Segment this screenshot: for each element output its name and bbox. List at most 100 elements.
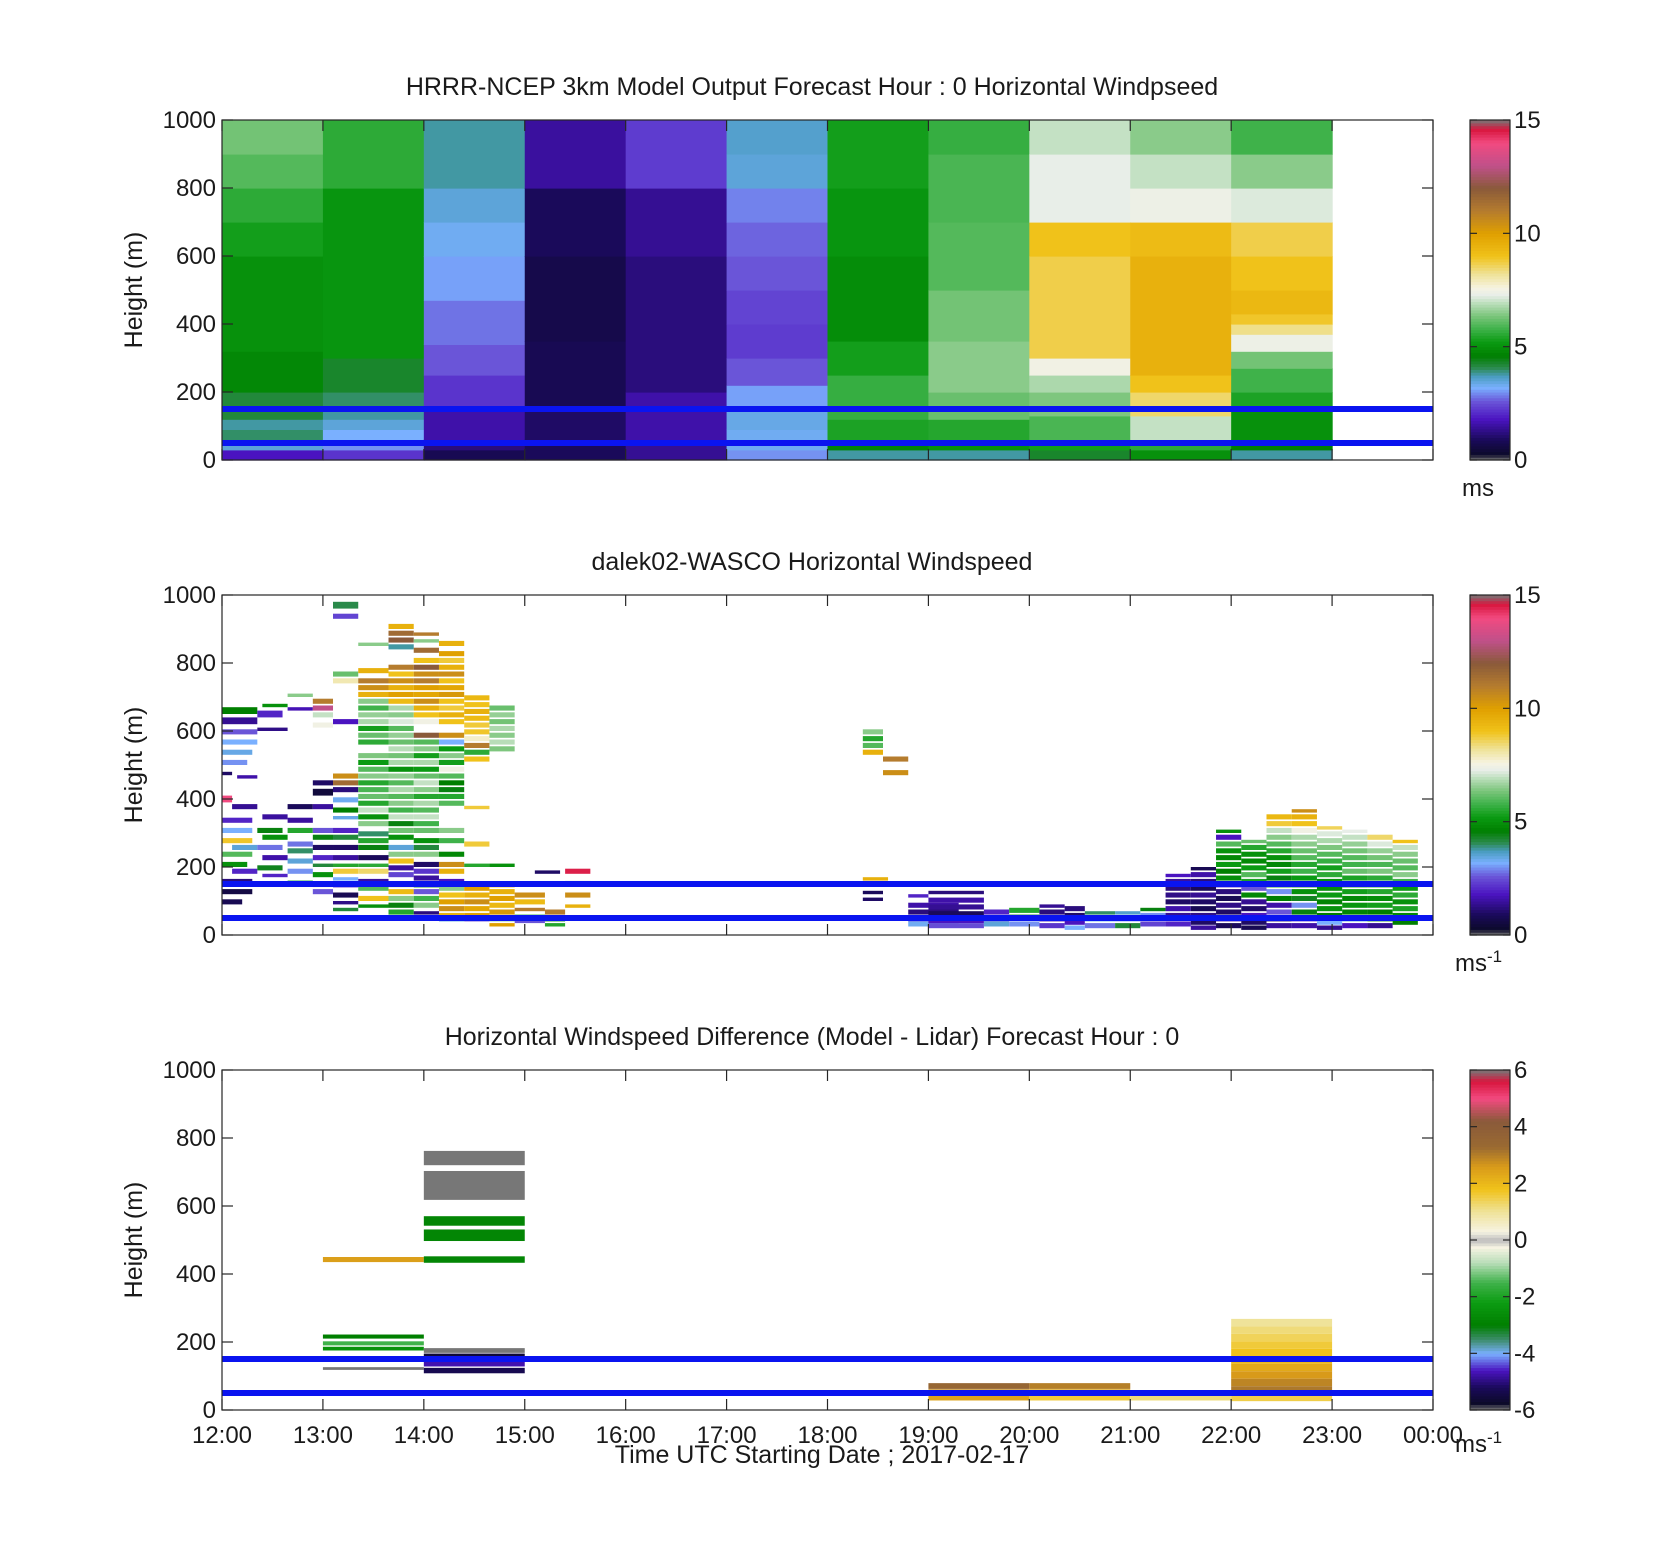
heatmap-cell	[1342, 889, 1368, 895]
heatmap-cell	[1367, 834, 1393, 840]
heatmap-cell	[1231, 1378, 1333, 1387]
y-tick-label: 200	[176, 854, 216, 881]
heatmap-cell	[464, 885, 490, 891]
heatmap-cell	[1291, 848, 1317, 854]
heatmap-cell	[413, 868, 439, 874]
heatmap-cell	[1231, 1341, 1333, 1349]
colorbar-swatch	[1470, 321, 1510, 325]
heatmap-cell	[388, 678, 414, 684]
heatmap-cell	[222, 188, 324, 223]
heatmap-cell	[464, 722, 490, 728]
colorbar-swatch	[1470, 131, 1510, 135]
colorbar-swatch	[1470, 1109, 1510, 1114]
colorbar-tick-label: -2	[1514, 1284, 1535, 1311]
colorbar-swatch	[1470, 1404, 1510, 1408]
colorbar-swatch	[1470, 1291, 1510, 1295]
heatmap-cell	[1266, 821, 1292, 827]
colorbar-swatch	[1470, 640, 1510, 644]
colorbar-swatch	[1470, 821, 1510, 826]
colorbar-swatch	[1470, 595, 1510, 599]
colorbar-swatch	[1470, 884, 1510, 888]
heatmap-cell	[464, 749, 490, 755]
heatmap-cell	[1231, 1333, 1333, 1342]
colorbar-swatch	[1470, 406, 1510, 410]
heatmap-cell	[358, 868, 389, 874]
heatmap-cell	[1342, 829, 1368, 833]
colorbar-tick-label: 10	[1514, 695, 1541, 722]
colorbar-swatch	[1470, 753, 1510, 758]
heatmap-cell	[388, 865, 414, 871]
colorbar-swatch	[1470, 799, 1510, 803]
heatmap-cell	[1029, 1395, 1131, 1401]
heatmap-cell	[928, 923, 984, 929]
colorbar-swatch	[1470, 267, 1510, 271]
colorbar-swatch	[1470, 219, 1510, 223]
colorbar-swatch	[1470, 1305, 1510, 1309]
colorbar-swatch	[1470, 1228, 1510, 1233]
colorbar-swatch	[1470, 838, 1510, 843]
colorbar-swatch	[1470, 912, 1510, 916]
heatmap-cell	[1291, 841, 1317, 847]
heatmap-cell	[287, 827, 313, 833]
colorbar-swatch	[1470, 708, 1510, 712]
heatmap-cell	[438, 732, 465, 738]
colorbar-swatch	[1470, 725, 1510, 729]
heatmap-cell	[489, 725, 515, 731]
heatmap-cell	[358, 895, 389, 901]
colorbar-swatch	[1470, 366, 1510, 370]
colorbar-swatch	[1470, 1257, 1510, 1261]
colorbar-swatch	[1470, 648, 1510, 653]
heatmap-cell	[1266, 861, 1292, 867]
colorbar-frame	[1469, 119, 1511, 461]
colorbar-swatch	[1470, 290, 1510, 294]
colorbar-swatch	[1470, 134, 1510, 138]
colorbar-swatch	[1470, 394, 1510, 399]
heatmap-cell	[1291, 861, 1317, 867]
heatmap-cell	[1231, 334, 1333, 352]
heatmap-cell	[514, 907, 545, 912]
y-tick-label: 600	[176, 1193, 216, 1220]
heatmap-cell	[514, 899, 545, 905]
colorbar-swatch	[1470, 1316, 1510, 1320]
colorbar-tick-label: 5	[1514, 809, 1527, 836]
heatmap-cell	[1367, 923, 1393, 929]
colorbar-swatch	[1470, 716, 1510, 721]
heatmap-cell	[388, 787, 414, 793]
heatmap-cell	[388, 732, 414, 738]
colorbar-swatch	[1470, 674, 1510, 678]
colorbar-swatch	[1470, 748, 1510, 752]
heatmap-cell	[1190, 872, 1217, 878]
heatmap-cell	[413, 732, 439, 738]
colorbar-swatch	[1470, 264, 1510, 268]
colorbar-swatch	[1470, 1347, 1510, 1352]
colorbar-swatch	[1470, 236, 1510, 240]
y-tick-label: 1000	[163, 107, 216, 134]
heatmap-cell	[1241, 906, 1267, 912]
heatmap-cell	[232, 844, 258, 850]
y-tick-label: 0	[203, 922, 216, 949]
heatmap-cell	[257, 827, 283, 833]
heatmap-cell	[333, 816, 359, 820]
heatmap-cell	[1130, 415, 1232, 441]
heatmap-cell	[464, 742, 490, 748]
heatmap-cell	[1190, 892, 1217, 898]
colorbar-swatch	[1470, 1132, 1510, 1136]
colorbar-swatch	[1470, 691, 1510, 695]
heatmap-cell	[524, 409, 627, 441]
colorbar-swatch	[1470, 889, 1510, 894]
colorbar	[1469, 1069, 1511, 1411]
heatmap-cell	[862, 890, 883, 895]
heatmap-cell	[438, 868, 465, 874]
heatmap-cell	[333, 773, 359, 779]
heatmap-cell	[1039, 923, 1065, 929]
heatmap-cell	[1165, 892, 1191, 898]
heatmap-cell	[222, 717, 258, 725]
colorbar-swatch	[1470, 213, 1510, 217]
heatmap-cell	[1130, 188, 1232, 223]
colorbar-swatch	[1470, 205, 1510, 209]
colorbar-swatch	[1470, 646, 1510, 650]
heatmap-cell	[464, 708, 490, 714]
heatmap-cell	[1266, 889, 1292, 895]
colorbar-swatch	[1470, 258, 1510, 263]
heatmap-cell	[1342, 834, 1368, 840]
